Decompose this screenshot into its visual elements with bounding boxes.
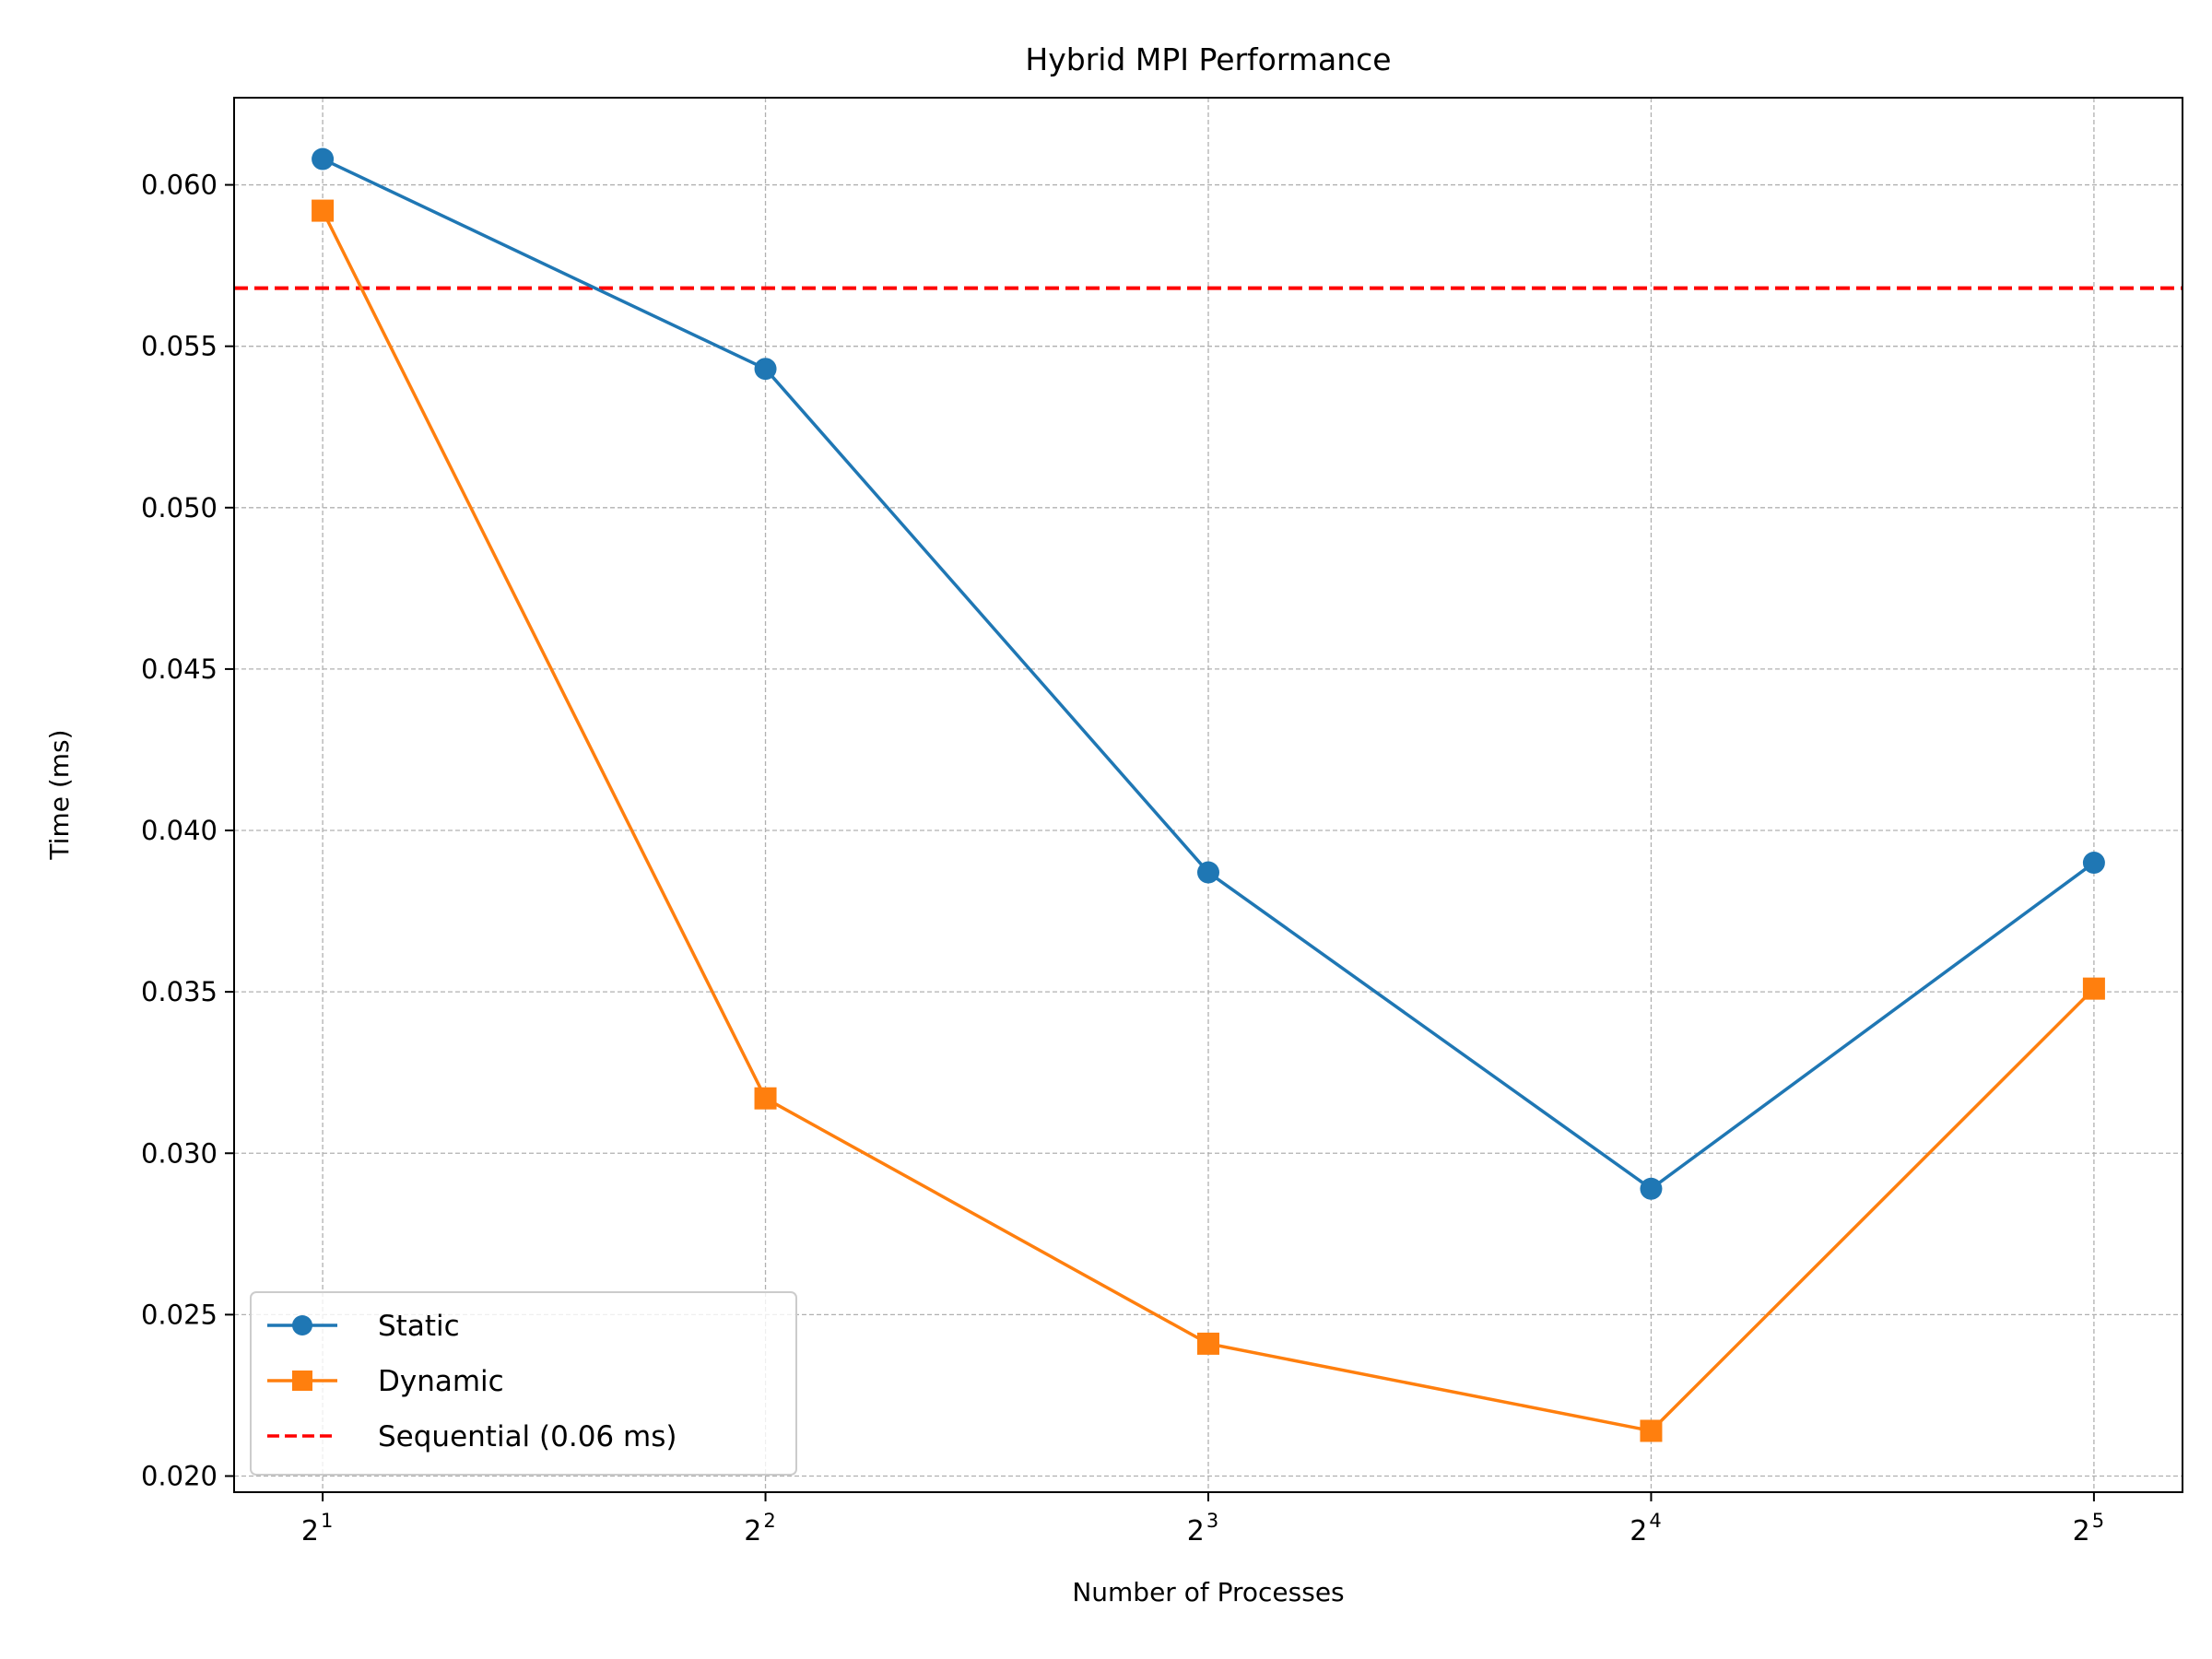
static-point	[1197, 861, 1219, 884]
dynamic-point	[1640, 1419, 1663, 1442]
grid-layer	[234, 98, 2183, 1492]
y-tick-label: 0.045	[141, 653, 218, 685]
dynamic-point	[754, 1087, 777, 1110]
y-tick-label: 0.025	[141, 1299, 218, 1330]
legend-label-static: Static	[378, 1310, 460, 1343]
y-tick-label: 0.035	[141, 976, 218, 1007]
x-tick-label: 21	[301, 1510, 333, 1547]
dynamic-point	[312, 199, 335, 222]
static-point	[1640, 1177, 1663, 1200]
y-axis-label: Time (ms)	[44, 729, 75, 860]
dynamic-point	[2082, 977, 2105, 1000]
y-tick-label: 0.020	[141, 1460, 218, 1491]
y-tick-label: 0.050	[141, 492, 218, 524]
chart-title: Hybrid MPI Performance	[1025, 41, 1391, 77]
static-point	[2082, 852, 2105, 875]
legend-box	[250, 1291, 797, 1476]
x-tick-label: 22	[744, 1510, 775, 1547]
static-point	[312, 147, 335, 171]
y-tick-label: 0.030	[141, 1137, 218, 1169]
series-layer	[312, 147, 2105, 1442]
x-axis-label: Number of Processes	[1072, 1577, 1344, 1607]
x-tick-label: 24	[1630, 1510, 1661, 1547]
y-tick-label: 0.055	[141, 331, 218, 362]
y-axis-ticks: 0.020 0.025 0.030 0.035 0.040 0.045 0.050 0.055…	[141, 170, 234, 1491]
legend: Static Dynamic Sequential (0.06 ms)	[250, 1291, 797, 1476]
x-axis-ticks: 21 22 23 24 25	[301, 1492, 2104, 1547]
static-point	[754, 358, 777, 381]
x-tick-label: 25	[2073, 1510, 2104, 1547]
legend-marker-static	[292, 1315, 312, 1335]
y-tick-label: 0.060	[141, 170, 218, 201]
x-tick-label: 23	[1187, 1510, 1218, 1547]
legend-label-dynamic: Dynamic	[378, 1365, 504, 1398]
legend-label-sequential: Sequential (0.06 ms)	[378, 1420, 677, 1453]
legend-marker-dynamic	[292, 1371, 312, 1391]
y-tick-label: 0.040	[141, 815, 218, 846]
dynamic-point	[1197, 1332, 1219, 1355]
